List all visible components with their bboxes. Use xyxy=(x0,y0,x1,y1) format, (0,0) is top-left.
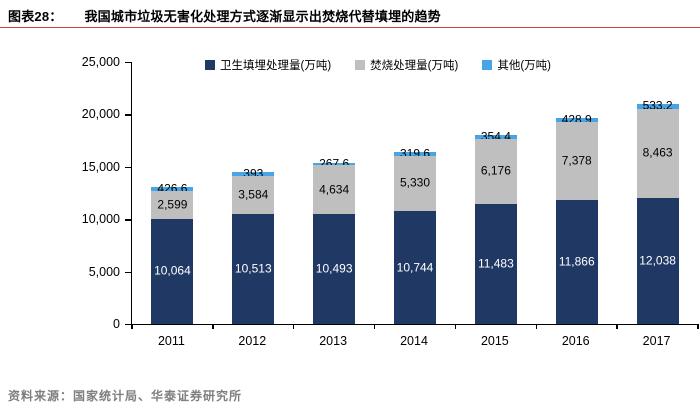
x-category-label: 2016 xyxy=(561,334,590,348)
bar-value-label: 10,513 xyxy=(234,261,272,276)
bar-column-2017: 533.2 8,463 12,038 xyxy=(617,62,698,324)
bar-value-label: 3,584 xyxy=(238,187,269,202)
bar-value-label: 4,634 xyxy=(319,182,350,197)
stacked-bar: 428.9 7,378 11,866 xyxy=(555,113,598,324)
stacked-bar: 533.2 8,463 12,038 xyxy=(636,99,679,324)
legend-label: 焚烧处理量(万吨) xyxy=(370,60,459,72)
bar-value-label: 2,599 xyxy=(157,197,188,212)
bar-column-2011: 426.6 2,599 10,064 xyxy=(132,62,213,324)
x-tick-mark xyxy=(293,324,295,329)
y-tick-label: 0 xyxy=(113,317,120,331)
bar-value-label: 10,064 xyxy=(154,263,191,278)
bar-column-2016: 428.9 7,378 11,866 xyxy=(536,62,617,324)
source-note: 资料来源：国家统计局、华泰证券研究所 xyxy=(8,389,243,403)
x-tick-mark xyxy=(616,324,618,329)
bar-column-2015: 354.4 6,176 11,483 xyxy=(455,62,536,324)
stacked-bar: 426.6 2,599 10,064 xyxy=(151,182,194,324)
legend-item-2: 其他(万吨) xyxy=(482,57,551,73)
bar-segment: 7,378 xyxy=(555,122,598,200)
y-tick-mark xyxy=(125,62,131,64)
x-tick-mark xyxy=(454,324,457,329)
bar-segment: 8,463 xyxy=(636,109,679,198)
x-tick-mark xyxy=(535,324,537,329)
bar-segment: 2,599 xyxy=(151,191,194,219)
chart-legend: 卫生填埋处理量(万吨) 焚烧处理量(万吨) 其他(万吨) xyxy=(95,57,661,73)
x-tick-mark xyxy=(373,324,376,329)
title-divider xyxy=(0,27,700,28)
x-category-label: 2014 xyxy=(400,334,428,348)
bar-segment: 11,483 xyxy=(474,203,517,324)
stacked-bar: 354.4 6,176 11,483 xyxy=(474,130,517,324)
bar-column-2012: 393 3,584 10,513 xyxy=(213,62,294,324)
y-tick-label: 20,000 xyxy=(81,107,120,122)
bar-value-label: 10,744 xyxy=(396,260,434,275)
bar-value-label: 5,330 xyxy=(399,175,431,190)
bar-value-label: 10,493 xyxy=(315,261,353,276)
stacked-bar: 393 3,584 10,513 xyxy=(232,167,275,324)
bar-column-2014: 319.6 5,330 10,744 xyxy=(375,62,456,324)
bar-value-label: 8,463 xyxy=(642,145,673,160)
legend-item-0: 卫生填埋处理量(万吨) xyxy=(204,57,332,73)
bar-column-2013: 267.6 4,634 10,493 xyxy=(294,62,375,324)
figure-number: 图表28： xyxy=(8,9,63,24)
bar-segment: 11,866 xyxy=(555,199,598,324)
bar-segment: 6,176 xyxy=(474,139,517,204)
legend-item-1: 焚烧处理量(万吨) xyxy=(355,57,458,73)
bar-series: 426.6 2,599 10,064 393 3,584 10,513 267.6 4,634… xyxy=(132,62,698,324)
legend-label: 其他(万吨) xyxy=(497,60,551,72)
bar-segment: 533.2 xyxy=(636,99,679,112)
x-tick-mark xyxy=(212,324,214,329)
figure-title: 我国城市垃圾无害化处理方式逐渐显示出焚烧代替填埋的趋势 xyxy=(84,9,441,24)
bar-segment: 12,038 xyxy=(636,197,679,324)
y-tick-mark xyxy=(125,114,131,116)
bar-segment: 4,634 xyxy=(313,165,356,214)
stacked-bar: 319.6 5,330 10,744 xyxy=(394,147,436,324)
x-category-label: 2011 xyxy=(157,334,185,348)
bar-segment: 10,064 xyxy=(151,218,194,324)
y-tick-mark xyxy=(125,219,131,221)
legend-swatch-icon xyxy=(355,60,366,70)
bar-value-label: 7,378 xyxy=(561,153,592,168)
bar-value-label: 11,483 xyxy=(477,256,514,271)
y-tick-label: 15,000 xyxy=(81,159,120,174)
bar-segment: 3,584 xyxy=(232,176,275,214)
y-tick-label: 10,000 xyxy=(81,212,120,227)
bar-segment: 5,330 xyxy=(394,155,436,212)
bar-segment: 10,744 xyxy=(394,211,436,324)
bar-value-label: 11,866 xyxy=(558,254,595,269)
stacked-bar: 267.6 4,634 10,493 xyxy=(313,157,356,324)
x-category-label: 2013 xyxy=(319,334,348,348)
bar-value-label: 533.2 xyxy=(642,98,673,113)
y-tick-mark xyxy=(125,166,131,169)
legend-swatch-icon xyxy=(204,60,215,70)
x-tick-mark xyxy=(131,324,133,329)
x-category-label: 2017 xyxy=(642,334,671,348)
legend-swatch-icon xyxy=(482,60,493,70)
y-tick-label: 5,000 xyxy=(88,264,120,279)
y-tick-mark xyxy=(125,271,131,273)
x-category-label: 2012 xyxy=(238,334,267,348)
x-category-label: 2015 xyxy=(480,334,509,348)
y-tick-label: 25,000 xyxy=(81,55,120,69)
legend-label: 卫生填埋处理量(万吨) xyxy=(219,60,332,72)
bar-segment: 10,513 xyxy=(232,213,275,324)
bar-value-label: 6,176 xyxy=(480,163,511,178)
plot-area: 426.6 2,599 10,064 393 3,584 10,513 267.6 4,634… xyxy=(131,62,699,329)
y-tick-mark xyxy=(125,324,131,326)
x-tick-mark xyxy=(697,324,699,329)
bar-segment: 10,493 xyxy=(313,214,356,324)
x-axis-labels: 2011 2012 2013 2014 2015 2016 2017 xyxy=(131,334,697,348)
bar-value-label: 12,038 xyxy=(639,253,676,268)
figure-header: 图表28： 我国城市垃圾无害化处理方式逐渐显示出焚烧代替填埋的趋势 xyxy=(8,6,692,25)
